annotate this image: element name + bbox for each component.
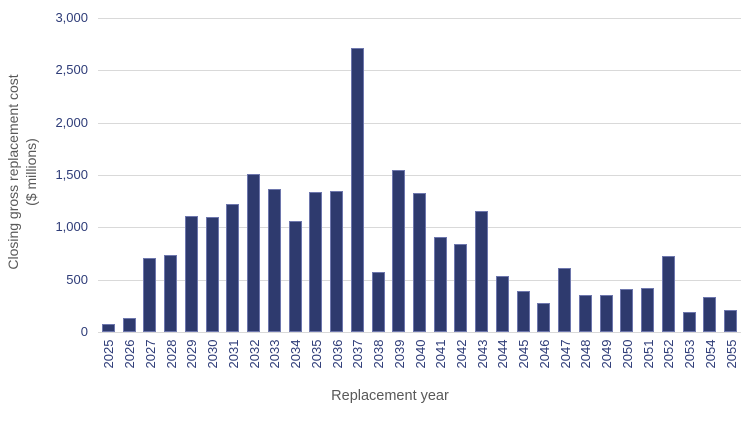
- x-tick-label: 2055: [723, 339, 739, 369]
- bar-2028: [164, 255, 178, 332]
- bar-2039: [392, 170, 406, 332]
- gridline: [98, 122, 741, 124]
- bar-2027: [143, 258, 157, 332]
- bar-2043: [475, 211, 489, 332]
- y-tick-label: 500: [66, 271, 88, 287]
- bar-2031: [226, 204, 240, 332]
- y-tick-label: 1,500: [55, 167, 88, 182]
- bar-2033: [267, 189, 281, 332]
- bar-2032: [247, 174, 261, 332]
- gridline: [98, 70, 741, 72]
- bar-2051: [641, 288, 655, 332]
- bar-2045: [516, 291, 530, 332]
- bar-2037: [350, 48, 364, 332]
- bar-2038: [371, 272, 385, 332]
- bar-2040: [413, 193, 426, 332]
- bar-2026: [122, 318, 136, 332]
- bar-2050: [620, 289, 634, 332]
- y-tick-label: 3,000: [55, 10, 88, 25]
- bar-2042: [454, 244, 468, 332]
- gridline: [98, 175, 741, 176]
- bar-2029: [184, 216, 198, 332]
- bar-2055: [724, 310, 738, 332]
- bar-2053: [682, 312, 696, 332]
- bar-2048: [578, 295, 592, 332]
- bar-2025: [101, 324, 115, 332]
- bar-2044: [495, 276, 509, 332]
- bar-2041: [433, 237, 447, 332]
- gridline: [98, 18, 741, 19]
- y-axis-title-line1: Closing gross replacement cost: [5, 74, 21, 270]
- gridline: [98, 332, 741, 333]
- y-tick-label: 2,500: [55, 62, 88, 78]
- y-tick-label: 2,000: [55, 114, 88, 130]
- x-axis-title: Replacement year: [331, 388, 449, 404]
- bar-2046: [537, 303, 551, 332]
- bar-2047: [558, 268, 572, 332]
- bar-2052: [661, 256, 675, 332]
- y-tick-label: 0: [80, 324, 88, 339]
- bar-2034: [288, 221, 302, 332]
- y-tick-label: 1,000: [55, 219, 88, 235]
- bar-2036: [330, 191, 344, 332]
- bar-2049: [599, 295, 613, 332]
- bar-2035: [309, 192, 323, 332]
- bar-2054: [703, 297, 717, 332]
- bar-2030: [205, 217, 219, 332]
